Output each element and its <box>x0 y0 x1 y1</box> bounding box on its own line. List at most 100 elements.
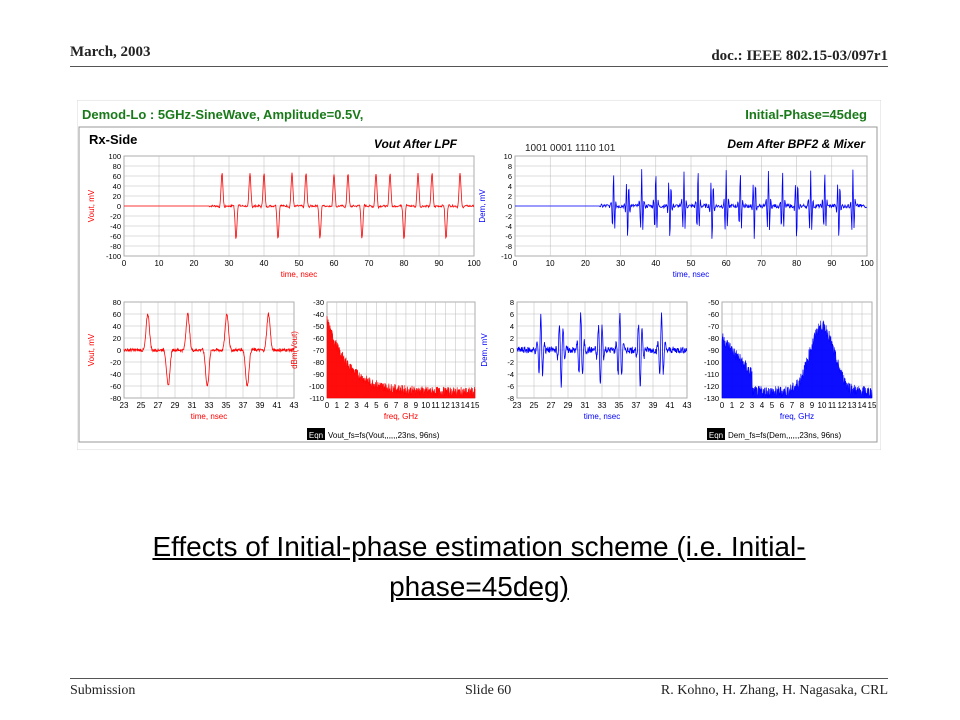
x-axis-label: time, nsec <box>673 270 709 279</box>
spectrum-area <box>326 316 476 399</box>
x-tick-label: 20 <box>190 259 199 268</box>
x-tick-label: 12 <box>838 401 847 410</box>
y-axis-label: Vout, mV <box>87 333 96 366</box>
y-tick-label: 6 <box>508 172 512 181</box>
simulation-figure: Demod-Lo : 5GHz-SineWave, Amplitude=0.5V… <box>76 99 882 451</box>
x-tick-label: 70 <box>757 259 766 268</box>
x-tick-label: 80 <box>792 259 801 268</box>
x-tick-label: 13 <box>451 401 460 410</box>
eqn-tag-dem <box>707 428 725 440</box>
y-axis-label: Vout, mV <box>87 189 96 222</box>
y-tick-label: -90 <box>313 370 324 379</box>
y-tick-label: 4 <box>510 322 514 331</box>
x-tick-label: 0 <box>122 259 127 268</box>
y-tick-label: -8 <box>507 394 514 403</box>
y-axis-label: dBm(Vout) <box>290 331 299 369</box>
y-tick-label: -4 <box>505 222 512 231</box>
x-axis-label: freq, GHz <box>384 412 418 421</box>
x-tick-label: 4 <box>364 401 369 410</box>
x-axis-label: time, nsec <box>281 270 317 279</box>
y-tick-label: 10 <box>504 152 512 161</box>
x-axis-label: freq, GHz <box>780 412 814 421</box>
y-tick-label: 60 <box>113 172 121 181</box>
y-tick-label: -90 <box>708 346 719 355</box>
x-tick-label: 30 <box>616 259 625 268</box>
y-tick-label: -100 <box>106 252 121 261</box>
x-tick-label: 8 <box>800 401 805 410</box>
chart-panel-3: 23 25 27 29 31 33 35 37 39 41 43 80 60 40 20 0 -20 -40 -60… <box>87 298 299 421</box>
y-tick-label: -100 <box>309 382 324 391</box>
x-tick-label: 60 <box>722 259 731 268</box>
x-tick-label: 15 <box>868 401 877 410</box>
x-tick-label: 10 <box>421 401 430 410</box>
eqn-tag-vout-label: Eqn <box>309 431 323 440</box>
x-tick-label: 29 <box>171 401 180 410</box>
x-tick-label: 23 <box>120 401 129 410</box>
y-tick-label: 40 <box>113 322 121 331</box>
figure-canvas: Demod-Lo : 5GHz-SineWave, Amplitude=0.5V… <box>76 99 882 451</box>
eqn-tag-dem-label: Eqn <box>709 431 723 440</box>
y-tick-label: -80 <box>110 394 121 403</box>
eqn-dem: Dem_fs=fs(Dem,,,,,,23ns, 96ns) <box>728 431 841 440</box>
x-tick-label: 12 <box>441 401 450 410</box>
x-tick-label: 23 <box>513 401 522 410</box>
y-tick-label: -70 <box>708 322 719 331</box>
x-tick-label: 25 <box>530 401 539 410</box>
chart-panel-4: 0 1 2 3 4 5 6 7 8 9 10 11 12 13 14 15-30-40-50-60-70-80… <box>290 298 480 421</box>
x-tick-label: 31 <box>581 401 590 410</box>
footer-divider <box>70 678 888 679</box>
y-tick-label: 4 <box>508 182 512 191</box>
y-tick-label: 0 <box>117 202 121 211</box>
x-tick-label: 15 <box>471 401 480 410</box>
y-tick-label: -40 <box>110 370 121 379</box>
y-tick-label: -80 <box>313 358 324 367</box>
x-tick-label: 8 <box>404 401 409 410</box>
x-tick-label: 40 <box>260 259 269 268</box>
x-tick-label: 41 <box>666 401 675 410</box>
rx-side-label: Rx-Side <box>89 132 137 147</box>
panel-vout-title: Vout After LPF <box>374 137 458 151</box>
y-tick-label: -130 <box>704 394 719 403</box>
y-tick-label: -80 <box>708 334 719 343</box>
header-doc-id: doc.: IEEE 802.15-03/097r1 <box>711 48 888 64</box>
x-tick-label: 90 <box>435 259 444 268</box>
x-tick-label: 100 <box>467 259 481 268</box>
figure-title-right: Initial-Phase=45deg <box>745 107 867 122</box>
footer-submission: Submission <box>70 683 136 698</box>
x-tick-label: 39 <box>649 401 658 410</box>
y-tick-label: -20 <box>110 358 121 367</box>
x-tick-label: 43 <box>683 401 692 410</box>
y-tick-label: -60 <box>110 232 121 241</box>
spectrum-area <box>721 320 873 399</box>
y-tick-label: -60 <box>313 334 324 343</box>
y-tick-label: 100 <box>108 152 121 161</box>
y-tick-label: -10 <box>501 252 512 261</box>
x-tick-label: 7 <box>790 401 795 410</box>
x-tick-label: 80 <box>400 259 409 268</box>
y-tick-label: -110 <box>705 370 719 379</box>
signal-trace <box>123 311 295 387</box>
header-date: March, 2003 <box>70 44 151 60</box>
y-axis-label: Dem, mV <box>478 189 487 223</box>
y-tick-label: 0 <box>508 202 512 211</box>
y-tick-label: -6 <box>507 382 514 391</box>
x-tick-label: 4 <box>760 401 765 410</box>
x-tick-label: 41 <box>273 401 282 410</box>
eqn-tag-vout <box>307 428 325 440</box>
x-tick-label: 50 <box>687 259 696 268</box>
x-tick-label: 0 <box>325 401 330 410</box>
x-tick-label: 11 <box>828 401 837 410</box>
x-tick-label: 9 <box>810 401 815 410</box>
signal-trace <box>515 169 867 239</box>
x-tick-label: 40 <box>651 259 660 268</box>
y-tick-label: 0 <box>117 346 121 355</box>
y-tick-label: -8 <box>505 242 512 251</box>
x-tick-label: 10 <box>155 259 164 268</box>
panel-dem-title: Dem After BPF2 & Mixer <box>727 137 866 151</box>
x-tick-label: 90 <box>827 259 836 268</box>
x-tick-label: 10 <box>546 259 555 268</box>
chart-panel-6: 0 1 2 3 4 5 6 7 8 9 10 11 12 13 14 15-50-60-70-80-90-10… <box>704 298 877 421</box>
y-tick-label: 8 <box>508 162 512 171</box>
chart-panel-2: 0 10 20 30 40 50 60 70 80 90 1001086420-2-4-6-8-10… <box>478 152 874 279</box>
y-tick-label: 80 <box>113 298 121 307</box>
